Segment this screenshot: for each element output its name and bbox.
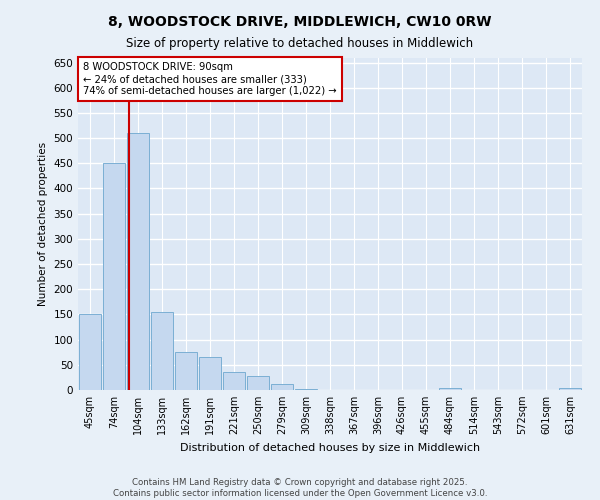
- Bar: [151, 312, 173, 390]
- Bar: [559, 388, 581, 390]
- Bar: [271, 384, 293, 390]
- Text: Contains HM Land Registry data © Crown copyright and database right 2025.
Contai: Contains HM Land Registry data © Crown c…: [113, 478, 487, 498]
- Text: 8, WOODSTOCK DRIVE, MIDDLEWICH, CW10 0RW: 8, WOODSTOCK DRIVE, MIDDLEWICH, CW10 0RW: [108, 15, 492, 29]
- Y-axis label: Number of detached properties: Number of detached properties: [38, 142, 48, 306]
- X-axis label: Distribution of detached houses by size in Middlewich: Distribution of detached houses by size …: [180, 442, 480, 452]
- Bar: [175, 352, 197, 390]
- Bar: [223, 372, 245, 390]
- Bar: [199, 358, 221, 390]
- Bar: [295, 389, 317, 390]
- Text: 8 WOODSTOCK DRIVE: 90sqm
← 24% of detached houses are smaller (333)
74% of semi-: 8 WOODSTOCK DRIVE: 90sqm ← 24% of detach…: [83, 62, 337, 96]
- Bar: [79, 314, 101, 390]
- Bar: [103, 164, 125, 390]
- Bar: [439, 388, 461, 390]
- Bar: [247, 376, 269, 390]
- Text: Size of property relative to detached houses in Middlewich: Size of property relative to detached ho…: [127, 38, 473, 51]
- Bar: [127, 133, 149, 390]
